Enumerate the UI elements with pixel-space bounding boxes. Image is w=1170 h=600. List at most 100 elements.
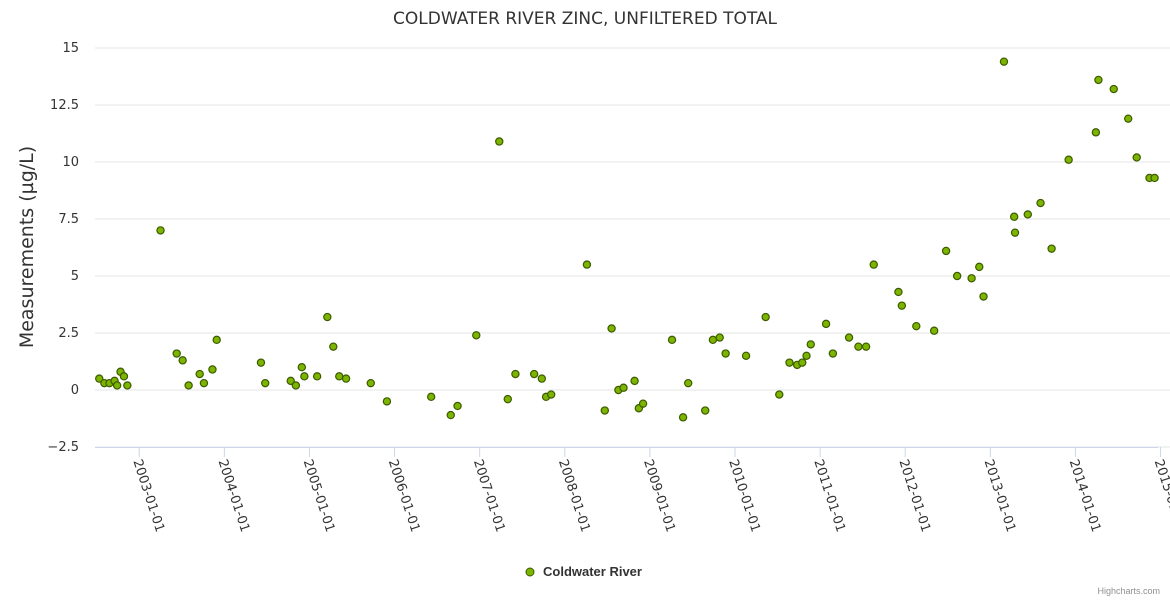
data-point[interactable] xyxy=(1124,114,1133,123)
legend[interactable]: Coldwater River xyxy=(525,564,642,579)
data-point[interactable] xyxy=(1036,198,1045,208)
data-point[interactable] xyxy=(806,340,815,349)
data-point[interactable] xyxy=(453,401,462,411)
data-point[interactable] xyxy=(286,376,295,386)
data-point[interactable] xyxy=(1094,75,1103,85)
data-point[interactable] xyxy=(123,381,132,390)
data-point[interactable] xyxy=(638,399,648,408)
data-point[interactable] xyxy=(715,333,724,342)
x-tick-label: 2011-01-01 xyxy=(810,458,848,534)
data-point[interactable] xyxy=(1010,228,1020,237)
data-point[interactable] xyxy=(184,381,193,390)
data-point[interactable] xyxy=(511,369,520,379)
data-point[interactable] xyxy=(195,369,204,379)
data-point[interactable] xyxy=(721,349,730,358)
data-point[interactable] xyxy=(312,372,322,381)
data-point[interactable] xyxy=(1064,155,1073,164)
data-point[interactable] xyxy=(341,374,351,383)
data-point[interactable] xyxy=(684,378,693,388)
legend-marker-icon xyxy=(525,567,535,577)
data-point[interactable] xyxy=(701,406,710,415)
data-point[interactable] xyxy=(329,342,338,351)
data-point[interactable] xyxy=(941,246,951,256)
data-point[interactable] xyxy=(802,351,811,360)
data-point[interactable] xyxy=(1132,153,1141,162)
data-point[interactable] xyxy=(999,57,1009,66)
y-axis-label: Measurements (µg/L) xyxy=(16,146,38,348)
data-point[interactable] xyxy=(854,342,863,351)
data-point[interactable] xyxy=(600,406,609,415)
data-point[interactable] xyxy=(967,274,976,283)
data-point[interactable] xyxy=(291,381,301,390)
data-point[interactable] xyxy=(1091,128,1101,137)
data-point[interactable] xyxy=(897,301,907,310)
data-point[interactable] xyxy=(844,333,854,342)
data-point[interactable] xyxy=(1150,173,1159,183)
data-point[interactable] xyxy=(537,374,547,383)
data-point[interactable] xyxy=(582,260,592,269)
data-point[interactable] xyxy=(821,319,831,329)
data-point[interactable] xyxy=(156,226,165,235)
y-tick-label: 2.5 xyxy=(58,326,79,341)
data-point[interactable] xyxy=(1009,212,1019,221)
data-point[interactable] xyxy=(95,374,104,383)
data-point[interactable] xyxy=(256,358,266,367)
data-point[interactable] xyxy=(426,392,436,402)
data-point[interactable] xyxy=(297,363,307,372)
data-point[interactable] xyxy=(335,372,344,381)
x-tick-label: 2015-01-01 xyxy=(1151,458,1170,534)
data-point[interactable] xyxy=(199,378,209,388)
data-point[interactable] xyxy=(785,358,794,367)
data-point[interactable] xyxy=(975,262,984,272)
data-point[interactable] xyxy=(119,372,129,381)
data-point[interactable] xyxy=(382,397,392,406)
x-tick-label: 2012-01-01 xyxy=(895,458,933,534)
data-point[interactable] xyxy=(366,378,375,388)
data-point[interactable] xyxy=(869,260,878,269)
y-axis-ticks: −2.5 0 2.5 5 7.5 10 12.5 15 xyxy=(47,41,79,455)
data-point[interactable] xyxy=(741,351,751,360)
data-point[interactable] xyxy=(178,356,187,365)
data-point[interactable] xyxy=(761,312,770,322)
data-point[interactable] xyxy=(208,365,217,374)
data-point[interactable] xyxy=(261,378,270,388)
data-point[interactable] xyxy=(300,372,309,381)
data-point[interactable] xyxy=(212,335,221,345)
data-point[interactable] xyxy=(952,271,962,281)
credits-link[interactable]: Highcharts.com xyxy=(1097,586,1160,596)
data-point[interactable] xyxy=(708,335,718,345)
y-tick-label: 15 xyxy=(62,41,79,56)
data-point[interactable] xyxy=(630,376,639,386)
data-point[interactable] xyxy=(1109,84,1118,94)
data-point[interactable] xyxy=(529,369,539,379)
data-point[interactable] xyxy=(472,331,481,340)
scatter-points xyxy=(95,57,1159,422)
y-tick-label: 10 xyxy=(62,155,79,170)
data-point[interactable] xyxy=(446,410,455,420)
data-point[interactable] xyxy=(894,287,903,297)
x-tick-label: 2006-01-01 xyxy=(385,458,423,534)
data-point[interactable] xyxy=(546,390,556,399)
data-point[interactable] xyxy=(112,381,122,390)
data-point[interactable] xyxy=(775,390,784,399)
data-point[interactable] xyxy=(1047,244,1056,253)
legend-label[interactable]: Coldwater River xyxy=(543,564,642,579)
x-tick-label: 2008-01-01 xyxy=(555,458,593,534)
data-point[interactable] xyxy=(1023,210,1032,219)
y-tick-label: 0 xyxy=(71,383,79,398)
data-point[interactable] xyxy=(979,292,988,301)
data-point[interactable] xyxy=(861,342,871,351)
data-point[interactable] xyxy=(678,413,688,422)
data-point[interactable] xyxy=(323,312,332,322)
data-point[interactable] xyxy=(607,324,616,333)
data-point[interactable] xyxy=(172,349,181,358)
data-point[interactable] xyxy=(828,349,838,358)
x-tick-label: 2003-01-01 xyxy=(129,458,167,534)
data-point[interactable] xyxy=(667,335,677,345)
data-point[interactable] xyxy=(929,326,939,335)
data-point[interactable] xyxy=(495,137,504,146)
data-point[interactable] xyxy=(798,358,807,367)
data-point[interactable] xyxy=(619,383,628,392)
data-point[interactable] xyxy=(503,394,512,404)
data-point[interactable] xyxy=(912,321,921,331)
